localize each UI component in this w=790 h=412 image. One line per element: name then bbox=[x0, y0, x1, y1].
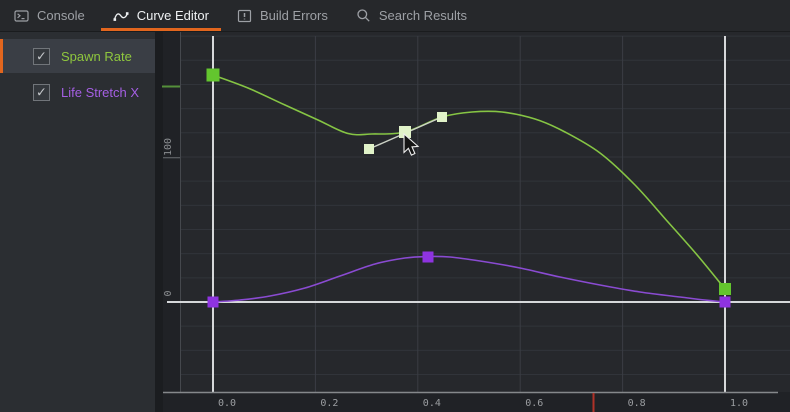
x-axis-label: 0.2 bbox=[320, 398, 338, 409]
selected-accent-bar bbox=[0, 39, 3, 73]
curve-editor-canvas[interactable]: 100 0 0.0 0.2 0.4 0.6 0.8 1.0 bbox=[155, 32, 790, 412]
y-axis-label: 0 bbox=[163, 290, 174, 296]
checkmark-icon: ✓ bbox=[36, 84, 47, 99]
x-axis-label: 0.6 bbox=[525, 398, 543, 409]
curve-list-sidebar: ✓ Spawn Rate ✓ Life Stretch X bbox=[0, 32, 155, 412]
tab-label: Build Errors bbox=[259, 8, 328, 23]
x-axis-label: 1.0 bbox=[730, 398, 748, 409]
keyframe-life-stretch-x[interactable] bbox=[719, 296, 731, 308]
tab-bar: Console Curve Editor Build Errors bbox=[0, 0, 790, 32]
search-icon bbox=[356, 8, 371, 23]
curve-item-label: Life Stretch X bbox=[61, 84, 140, 100]
tab-search-results[interactable]: Search Results bbox=[342, 0, 481, 31]
tab-label: Curve Editor bbox=[136, 8, 209, 23]
panel-gutter bbox=[155, 32, 163, 412]
tangent-handle[interactable] bbox=[364, 144, 374, 154]
mouse-cursor bbox=[403, 132, 420, 156]
tab-build-errors[interactable]: Build Errors bbox=[223, 0, 342, 31]
tab-console[interactable]: Console bbox=[0, 0, 99, 31]
tangent-handle[interactable] bbox=[437, 112, 447, 122]
curve-editor-icon bbox=[113, 9, 129, 23]
curve-life-stretch-x[interactable] bbox=[212, 255, 726, 303]
keyframe-spawn-rate[interactable] bbox=[206, 68, 220, 82]
keyframe-life-stretch-x[interactable] bbox=[422, 251, 434, 263]
x-axis-label: 0.0 bbox=[218, 398, 236, 409]
curve-graph[interactable]: 100 0 0.0 0.2 0.4 0.6 0.8 1.0 bbox=[155, 32, 790, 412]
spawn-rate-checkbox[interactable]: ✓ bbox=[33, 47, 50, 65]
build-errors-icon bbox=[237, 9, 252, 23]
y-axis-strip bbox=[163, 32, 180, 412]
curve-item-life-stretch-x[interactable]: ✓ Life Stretch X bbox=[0, 75, 155, 109]
tab-label: Search Results bbox=[378, 8, 468, 23]
plot-background bbox=[180, 32, 790, 392]
tab-label: Console bbox=[37, 8, 85, 23]
keyframe-spawn-rate[interactable] bbox=[719, 283, 731, 295]
life-stretch-x-checkbox[interactable]: ✓ bbox=[33, 83, 50, 101]
curve-item-spawn-rate[interactable]: ✓ Spawn Rate bbox=[0, 39, 155, 73]
y-axis-label: 100 bbox=[163, 138, 174, 156]
checkmark-icon: ✓ bbox=[36, 48, 47, 63]
curve-item-label: Spawn Rate bbox=[61, 48, 132, 64]
keyframe-life-stretch-x[interactable] bbox=[207, 296, 219, 308]
x-axis-label: 0.4 bbox=[423, 398, 441, 409]
x-axis-label: 0.8 bbox=[628, 398, 646, 409]
tab-curve-editor[interactable]: Curve Editor bbox=[99, 0, 223, 31]
curve-spawn-rate[interactable] bbox=[212, 74, 726, 290]
console-icon bbox=[14, 9, 29, 23]
x-axis-strip bbox=[180, 392, 790, 412]
keyframe-spawn-rate-selected[interactable] bbox=[399, 126, 411, 138]
